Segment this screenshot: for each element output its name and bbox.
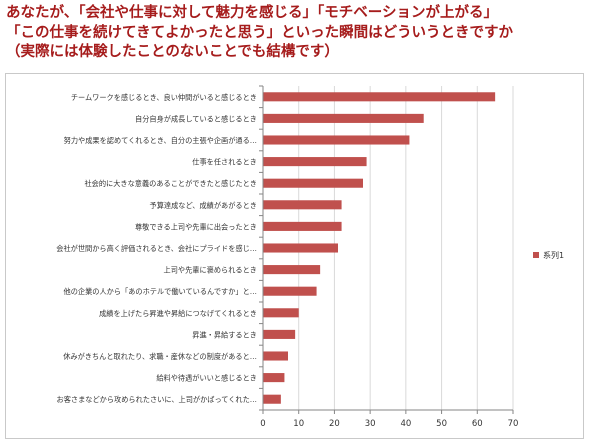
category-label: 会社が世間から高く評価されるとき、会社にプライドを感じ… bbox=[56, 244, 257, 253]
category-label: 予算達成など、成績があがるとき bbox=[150, 201, 257, 210]
category-label: 昇進・昇給するとき bbox=[192, 330, 257, 339]
x-tick-label: 0 bbox=[260, 419, 265, 429]
x-tick-label: 70 bbox=[508, 419, 519, 429]
category-label: チームワークを感じるとき、良い仲間がいると感じるとき bbox=[71, 93, 257, 102]
category-label: 給料や待遇がいいと感じるとき bbox=[156, 374, 257, 383]
category-label: 社会的に大きな意義のあることができたと感じたとき bbox=[84, 179, 257, 188]
category-label: 自分自身が成長していると感じるとき bbox=[135, 114, 257, 123]
bar bbox=[263, 178, 363, 188]
category-label: 成績を上げたら昇進や昇給につなげてくれるとき bbox=[99, 309, 257, 318]
x-tick-label: 20 bbox=[329, 419, 340, 429]
bar bbox=[263, 157, 367, 167]
x-tick-label: 60 bbox=[472, 419, 483, 429]
category-label: 仕事を任されるとき bbox=[192, 158, 257, 167]
category-label: 休みがきちんと取れたり、求職・産休などの制度があると… bbox=[63, 352, 257, 361]
bar bbox=[263, 200, 342, 210]
x-tick-label: 30 bbox=[365, 419, 376, 429]
category-label: 尊敬できる上司や先輩に出会ったとき bbox=[135, 222, 257, 231]
question-title: あなたが、「会社や仕事に対して魅力を感じる」「モチベーションが上がる」 「この仕… bbox=[6, 4, 586, 63]
category-label: 他の企業の人から「あのホテルで働いているんですか」と… bbox=[64, 287, 258, 296]
bar bbox=[263, 113, 424, 123]
bar bbox=[263, 221, 342, 231]
bar bbox=[263, 351, 288, 361]
x-tick-label: 10 bbox=[293, 419, 304, 429]
title-line-2: 「この仕事を続けてきてよかったと思う」といった瞬間はどういうときですか bbox=[6, 24, 514, 41]
x-tick-label: 40 bbox=[400, 419, 411, 429]
bar bbox=[263, 265, 321, 275]
title-line-3: （実際には体験したことのないことでも結構です） bbox=[6, 44, 339, 60]
category-label: 努力や成果を認めてくれるとき、自分の主張や企画が通る… bbox=[64, 136, 257, 145]
bar bbox=[263, 394, 281, 404]
bar bbox=[263, 92, 496, 102]
bar bbox=[263, 329, 296, 339]
bar bbox=[263, 286, 317, 296]
bar bbox=[263, 373, 285, 383]
legend-swatch bbox=[533, 252, 539, 258]
bar bbox=[263, 135, 410, 145]
bar bbox=[263, 308, 299, 318]
title-line-1: あなたが、「会社や仕事に対して魅力を感じる」「モチベーションが上がる」 bbox=[6, 5, 498, 21]
bar-chart: 0 10 20 30 40 50 60 70 チームワークを感じるとき、良い仲間がいると感じると… bbox=[56, 85, 564, 429]
bar bbox=[263, 243, 338, 253]
chart-frame: 0 10 20 30 40 50 60 70 チームワークを感じるとき、良い仲間がいると感じると… bbox=[5, 73, 584, 439]
category-label: 上司や先輩に褒められるとき bbox=[164, 266, 257, 275]
category-label: お客さまなどから攻められたさいに、上司がかばってくれた… bbox=[57, 395, 257, 404]
x-tick-label: 50 bbox=[436, 419, 447, 429]
legend-label: 系列1 bbox=[543, 250, 564, 260]
